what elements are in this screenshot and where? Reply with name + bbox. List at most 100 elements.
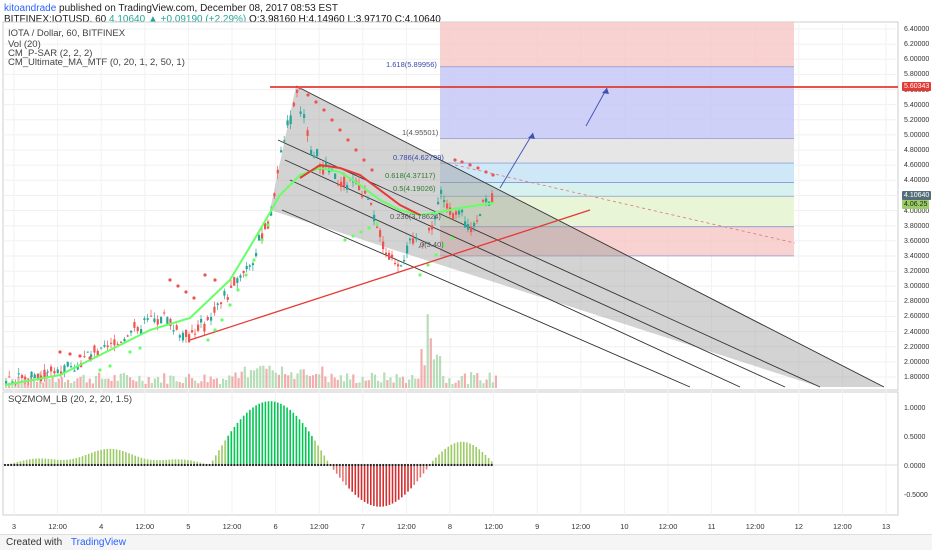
psar-dot-red <box>168 278 172 282</box>
symbol-info: BITFINEX:IOTUSD, 60 4.10640 ▲ +0.09190 (… <box>4 14 441 25</box>
candle-body <box>428 227 431 231</box>
volume-bar <box>94 375 98 388</box>
psar-dot-red <box>491 173 495 177</box>
candle-body <box>216 303 219 305</box>
psar-dot-red <box>370 168 374 172</box>
volume-bar <box>166 383 169 388</box>
volume-bar <box>494 375 497 388</box>
candle-body <box>306 130 309 136</box>
sqz-dot <box>465 463 468 467</box>
candle-body <box>470 226 473 233</box>
volume-bar <box>414 378 417 388</box>
volume-bar <box>352 374 355 388</box>
legend-ma[interactable]: CM_Ultimate_MA_MTF (0, 20, 1, 2, 50, 1) <box>8 57 185 68</box>
psar-dot-red <box>346 138 350 142</box>
volume-bar <box>485 379 488 388</box>
sqz-dot <box>475 463 478 467</box>
candle-body <box>93 345 96 353</box>
tradingview-logo-link[interactable]: TradingView <box>70 537 126 548</box>
candle-body <box>479 214 482 217</box>
volume-bar <box>156 376 160 388</box>
psar-dot-red <box>460 160 464 164</box>
sqz-dot <box>413 463 416 467</box>
candle-body <box>461 209 464 213</box>
sqz-dot <box>400 463 403 467</box>
psar-dot-green <box>359 230 363 234</box>
fib-label-5: 0.5(4.19026) <box>393 184 436 193</box>
candle-body <box>213 306 216 313</box>
candle-body <box>50 366 53 372</box>
candle-body <box>452 213 455 219</box>
candle-body <box>106 345 109 348</box>
volume-bar <box>150 382 153 388</box>
candle-body <box>239 275 242 278</box>
price-axis-label: 2.40000 <box>904 328 930 336</box>
sqz-dot <box>425 463 428 467</box>
volume-bar <box>277 374 280 388</box>
volume-bar <box>132 380 135 388</box>
volume-bar <box>268 365 271 388</box>
volume-bar <box>346 373 349 388</box>
sqz-dot <box>478 463 481 467</box>
candle-body <box>200 318 203 323</box>
candle-body <box>43 369 46 377</box>
psar-dot-green <box>244 273 248 277</box>
volume-bar <box>349 379 352 388</box>
sqz-dot <box>115 463 118 467</box>
sqz-dot <box>403 463 406 467</box>
candle-body <box>120 341 123 343</box>
volume-bar <box>333 377 336 388</box>
sqz-dot <box>189 463 193 467</box>
legend-psar[interactable]: CM_P-SAR (2, 2, 2) <box>8 48 93 59</box>
sqz-dot <box>375 463 379 467</box>
volume-bar <box>8 382 11 388</box>
volume-bar <box>42 382 45 388</box>
price-axis-label: 4.40000 <box>904 177 930 185</box>
sqz-dot <box>25 463 28 467</box>
volume-bar <box>290 372 293 388</box>
author-link[interactable]: kitoandrade <box>4 3 57 14</box>
price-axis-label: 3.80000 <box>904 222 930 230</box>
candle-body <box>203 323 206 332</box>
sqz-axis-label: 1.0000 <box>904 405 926 412</box>
psar-dot-green <box>418 273 422 277</box>
volume-bar <box>476 373 479 388</box>
legend-volume[interactable]: Vol (20) <box>8 39 41 50</box>
legend-main[interactable]: IOTA / Dollar, 60, BITFINEX <box>8 28 126 39</box>
ma-red-segment <box>299 163 421 216</box>
psar-dot-red <box>176 284 180 288</box>
candle-body <box>313 155 316 158</box>
candle-body <box>409 238 412 241</box>
candle-body <box>223 291 226 296</box>
sqz-dot <box>233 463 236 467</box>
psar-dot-green <box>252 258 256 262</box>
volume-bar <box>330 373 333 388</box>
psar-dot-green <box>236 288 240 292</box>
sqz-dot <box>13 463 16 467</box>
candle-body <box>394 263 397 265</box>
psar-dot-red <box>468 163 472 167</box>
volume-bar <box>26 378 29 388</box>
candle-body <box>437 201 440 205</box>
candle-body <box>230 285 233 288</box>
candle-body <box>406 245 409 254</box>
candle-body <box>191 330 194 333</box>
sqz-dot <box>31 463 34 467</box>
footer-created: Created with <box>6 537 63 548</box>
candle-body <box>188 334 191 343</box>
candle-body <box>83 356 86 358</box>
volume-bar <box>141 380 144 388</box>
candle-body <box>123 338 126 342</box>
sqz-dot <box>174 463 177 467</box>
sqz-dot <box>372 463 375 467</box>
fib-zone-1618 <box>440 66 794 139</box>
volume-bar <box>395 374 398 388</box>
volume-bar <box>432 359 435 388</box>
sqz-dot <box>50 463 53 467</box>
volume-bar <box>203 374 206 388</box>
candle-body <box>264 223 267 230</box>
sqz-dot <box>456 463 459 467</box>
candle-body <box>172 330 175 332</box>
legend-sqzmom[interactable]: SQZMOM_LB (20, 2, 20, 1.5) <box>8 394 133 405</box>
